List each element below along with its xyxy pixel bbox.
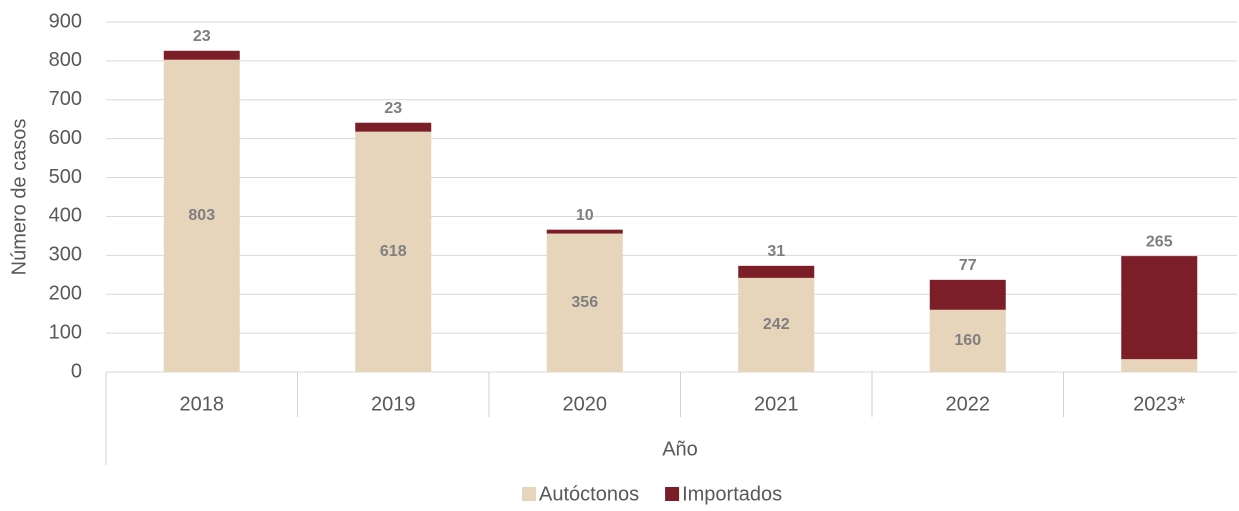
bar-segment: [355, 131, 432, 372]
value-label: 160: [954, 332, 981, 349]
x-tick-label: 2020: [563, 393, 608, 415]
y-tick-label: 300: [49, 244, 82, 266]
bar-segment: [1121, 359, 1198, 372]
bar-segment: [163, 50, 240, 60]
legend-label: Autóctonos: [539, 483, 639, 505]
bar-segment: [163, 59, 240, 372]
value-label: 77: [959, 257, 977, 274]
legend-swatch: [665, 487, 680, 501]
bar-segment: [1121, 256, 1198, 360]
y-tick-label: 100: [49, 321, 82, 343]
x-axis-title: Año: [662, 438, 698, 460]
bar-segment: [355, 122, 432, 132]
y-tick-label: 400: [49, 205, 82, 227]
value-label: 803: [188, 207, 215, 224]
y-tick-label: 600: [49, 127, 82, 149]
bar-segment: [546, 233, 623, 372]
value-label: 618: [380, 243, 407, 260]
value-label: 356: [571, 294, 598, 311]
bar-segment: [738, 277, 815, 372]
value-label: 23: [384, 100, 402, 117]
y-tick-label: 700: [49, 88, 82, 110]
bar-segment: [929, 279, 1006, 310]
y-tick-label: 500: [49, 166, 82, 188]
y-tick-label: 900: [49, 10, 82, 32]
value-label: 31: [767, 243, 785, 260]
legend-label: Importados: [682, 483, 782, 505]
x-tick-label: 2022: [946, 393, 991, 415]
x-tick-label: 2019: [371, 393, 416, 415]
bar-segment: [546, 229, 623, 234]
bar-segment: [738, 265, 815, 278]
value-label: 265: [1146, 233, 1173, 250]
x-tick-label: 2021: [754, 393, 799, 415]
y-axis-title: Número de casos: [8, 119, 30, 276]
value-label: 10: [576, 207, 594, 224]
legend-swatch: [522, 487, 536, 501]
x-tick-label: 2018: [180, 393, 225, 415]
y-tick-label: 200: [49, 283, 82, 305]
y-tick-label: 800: [49, 49, 82, 71]
value-label: 23: [193, 28, 211, 45]
y-tick-label: 0: [71, 360, 82, 382]
bar-segment: [929, 309, 1006, 372]
value-label: 242: [763, 316, 790, 333]
x-tick-label: 2023*: [1133, 393, 1185, 415]
